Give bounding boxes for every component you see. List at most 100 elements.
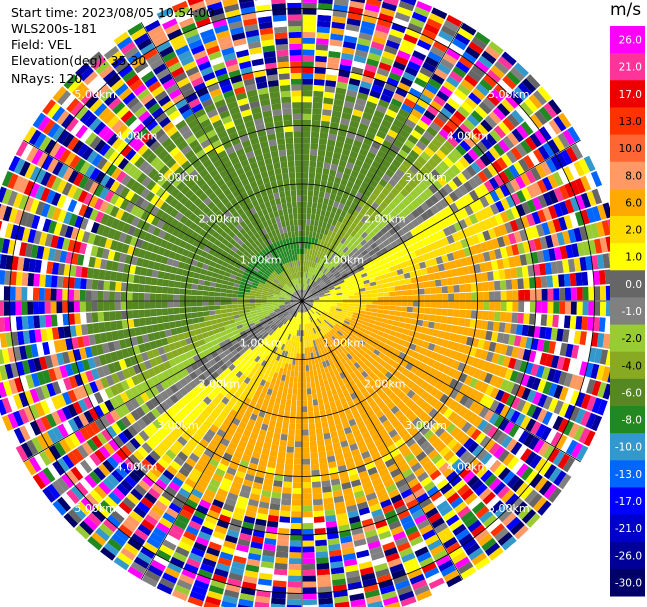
velocity-gate (422, 177, 433, 188)
velocity-gate (114, 301, 121, 311)
velocity-gate (398, 428, 409, 438)
velocity-gate (66, 451, 80, 466)
velocity-gate (299, 306, 301, 313)
velocity-gate (224, 360, 233, 368)
velocity-gate (488, 547, 504, 561)
velocity-gate (403, 98, 416, 109)
velocity-gate (294, 365, 299, 372)
velocity-gate (193, 376, 202, 386)
velocity-gate (529, 289, 536, 301)
velocity-gate (272, 486, 282, 493)
velocity-gate (306, 304, 312, 309)
velocity-gate (368, 371, 377, 380)
velocity-gate (306, 272, 310, 279)
velocity-gate (498, 121, 511, 135)
velocity-gate (471, 524, 486, 538)
velocity-gate (325, 317, 332, 322)
velocity-gate (168, 502, 182, 514)
velocity-gate (342, 204, 350, 213)
velocity-gate (520, 121, 534, 136)
velocity-gate (338, 328, 345, 334)
velocity-gate (390, 341, 399, 349)
velocity-gate (332, 584, 347, 592)
velocity-gate (131, 375, 141, 386)
velocity-gate (352, 269, 360, 275)
velocity-gate (318, 362, 324, 369)
velocity-gate (391, 159, 402, 169)
velocity-gate (395, 168, 405, 178)
velocity-gate (227, 379, 236, 388)
velocity-gate (341, 289, 348, 293)
velocity-gate (374, 197, 383, 206)
velocity-gate (260, 353, 267, 360)
velocity-gate (386, 319, 394, 325)
velocity-gate (223, 375, 232, 384)
velocity-gate (494, 60, 509, 75)
velocity-gate (452, 250, 461, 260)
velocity-gate (281, 392, 288, 400)
velocity-gate (464, 74, 479, 87)
velocity-gate (285, 304, 292, 308)
velocity-gate (232, 311, 239, 316)
velocity-gate (509, 497, 524, 512)
velocity-gate (350, 372, 357, 380)
velocity-gate (277, 539, 289, 547)
velocity-gate (308, 364, 313, 371)
velocity-gate (361, 572, 376, 582)
velocity-gate (312, 282, 317, 288)
velocity-gate (143, 360, 153, 370)
velocity-gate (351, 604, 367, 607)
velocity-gate (523, 155, 535, 169)
velocity-gate (308, 231, 313, 238)
velocity-gate (387, 149, 398, 159)
velocity-gate (311, 387, 317, 395)
velocity-gate (398, 0, 415, 12)
velocity-gate (602, 253, 611, 269)
velocity-gate (552, 171, 564, 187)
velocity-gate (61, 391, 72, 406)
velocity-gate (319, 265, 325, 272)
velocity-gate (186, 557, 201, 569)
velocity-gate (448, 224, 457, 234)
velocity-gate (467, 441, 479, 454)
velocity-gate (175, 492, 188, 504)
velocity-gate (423, 110, 436, 121)
velocity-gate (363, 342, 371, 349)
velocity-gate (372, 226, 381, 235)
velocity-gate (504, 368, 514, 381)
velocity-gate (508, 164, 520, 178)
velocity-gate (356, 253, 364, 260)
velocity-gate (208, 358, 217, 367)
velocity-gate (188, 389, 198, 399)
velocity-gate (313, 369, 318, 377)
velocity-gate (199, 499, 212, 510)
velocity-gate (157, 363, 167, 373)
velocity-gate (199, 438, 210, 448)
velocity-gate (442, 301, 449, 309)
velocity-gate (167, 294, 174, 301)
velocity-gate (483, 409, 495, 422)
velocity-gate (312, 196, 319, 203)
velocity-gate (308, 423, 316, 430)
velocity-gate (118, 524, 133, 538)
velocity-gate (519, 360, 528, 373)
velocity-gate (315, 381, 320, 388)
velocity-gate (24, 423, 36, 439)
velocity-gate (313, 275, 318, 282)
velocity-gate (305, 318, 308, 324)
velocity-gate (525, 418, 537, 432)
velocity-gate (335, 386, 343, 394)
velocity-gate (214, 301, 221, 306)
velocity-gate (524, 289, 531, 301)
velocity-gate (309, 267, 313, 274)
velocity-gate (222, 320, 230, 327)
velocity-gate (383, 596, 399, 606)
velocity-gate (348, 298, 355, 301)
velocity-gate (287, 351, 291, 359)
velocity-gate (481, 272, 489, 282)
velocity-gate (241, 352, 249, 359)
velocity-gate (233, 555, 247, 565)
velocity-gate (297, 377, 302, 383)
velocity-gate (437, 527, 452, 539)
velocity-gate (321, 312, 328, 317)
